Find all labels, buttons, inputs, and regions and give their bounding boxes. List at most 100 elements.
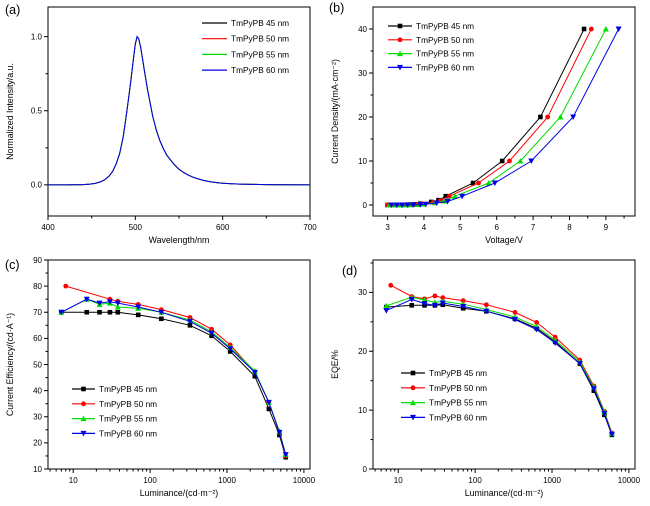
y-tick-label: 30 — [33, 413, 42, 422]
series-marker-4 — [483, 308, 490, 315]
legend-marker — [81, 386, 86, 392]
legend-label: TmPyPB 55 nm — [231, 49, 289, 59]
series-marker-1 — [409, 303, 415, 308]
y-tick-label: 1.0 — [31, 32, 43, 41]
x-tick-label: 10000 — [293, 476, 316, 485]
series-marker-1 — [159, 316, 164, 322]
series-marker-2 — [476, 180, 481, 186]
legend-marker — [410, 399, 416, 406]
series-marker-2 — [388, 282, 394, 288]
series-line-1 — [386, 304, 613, 436]
plot-frame — [372, 6, 636, 217]
y-tick-label: 40 — [358, 25, 367, 34]
legend-label: TmPyPB 45 nm — [231, 18, 289, 28]
series-marker-4 — [388, 202, 395, 208]
series-marker-4 — [58, 309, 65, 316]
series-marker-4 — [533, 326, 540, 333]
y-tick-label: 20 — [358, 347, 367, 356]
series-marker-4 — [383, 308, 390, 314]
y-axis-label: Current Efficiency/(cd·A⁻¹) — [5, 313, 15, 416]
series-marker-3 — [485, 180, 492, 186]
series-marker-4 — [404, 202, 411, 208]
panel-label-d: (d) — [342, 264, 358, 278]
y-tick-label: 10 — [33, 465, 42, 474]
y-axis-label: Current Density/(mA·cm⁻²) — [330, 59, 340, 164]
y-tick-label: 0.0 — [31, 181, 43, 190]
x-tick-label: 3 — [385, 223, 390, 232]
legend-label: TmPyPB 50 nm — [231, 34, 289, 44]
series-marker-1 — [581, 26, 587, 32]
series-marker-4 — [459, 193, 466, 200]
x-tick-label: 8 — [567, 223, 572, 232]
series-marker-4 — [251, 369, 258, 376]
series-marker-4 — [410, 202, 417, 208]
series-marker-4 — [408, 296, 415, 303]
legend-label: TmPyPB 45 nm — [416, 21, 474, 31]
x-tick-label: 100 — [468, 476, 482, 485]
series-marker-1 — [187, 323, 193, 328]
series-marker-3 — [602, 26, 609, 32]
y-tick-label: 30 — [358, 288, 367, 297]
x-tick-label: 10 — [69, 476, 78, 485]
y-tick-label: 20 — [33, 439, 42, 448]
legend-label: TmPyPB 45 nm — [99, 384, 157, 394]
x-tick-label: 10 — [394, 476, 403, 485]
series-marker-2 — [447, 193, 452, 199]
series-marker-4 — [433, 200, 440, 207]
x-tick-label: 1000 — [218, 476, 236, 485]
y-tick-label: 10 — [358, 157, 367, 166]
x-axis-label: Luminance/(cd·m⁻²) — [140, 488, 219, 498]
x-axis-label: Wavelength/nm — [149, 235, 210, 245]
x-tick-label: 7 — [531, 223, 536, 232]
series-marker-1 — [107, 309, 113, 315]
legend-marker — [397, 37, 403, 43]
y-axis-label: Normalized Intensity/a.u. — [5, 63, 15, 160]
series-marker-4 — [96, 300, 103, 307]
series-marker-4 — [421, 301, 428, 307]
series-marker-4 — [491, 180, 498, 186]
y-tick-label: 0 — [363, 465, 368, 474]
panel-d: (d) 10 100 1000 10000 0 10 20 30 Luminance/(cd·m… — [325, 253, 650, 506]
legend-marker — [410, 370, 416, 376]
series-marker-3 — [383, 302, 390, 309]
series-marker-1 — [470, 180, 476, 186]
legend-marker — [81, 401, 86, 407]
chart-c-current-efficiency: 10 100 1000 10000 10 20 30 40 50 60 70 80 90 Luminanc… — [5, 256, 316, 498]
y-tick-label: 50 — [33, 360, 42, 369]
series-marker-4 — [590, 386, 597, 392]
series-marker-4 — [393, 202, 400, 208]
series-marker-4 — [208, 330, 215, 337]
series-marker-2 — [460, 298, 466, 304]
series-marker-4 — [83, 296, 90, 303]
legend-label: TmPyPB 55 nm — [99, 414, 157, 424]
x-tick-label: 4 — [422, 223, 427, 232]
series-line-3 — [61, 298, 287, 455]
x-tick-label: 5 — [458, 223, 463, 232]
series-marker-4 — [608, 431, 615, 438]
y-tick-label: 30 — [358, 69, 367, 78]
series-marker-4 — [186, 318, 193, 325]
legend-label: TmPyPB 60 nm — [429, 412, 487, 422]
legend-label: TmPyPB 45 nm — [429, 368, 487, 378]
series-line-4 — [61, 298, 287, 455]
panel-label-a: (a) — [5, 3, 21, 17]
y-tick-label: 0.5 — [31, 107, 43, 116]
legend-label: TmPyPB 50 nm — [429, 383, 487, 393]
series-marker-1 — [84, 309, 90, 315]
series-marker-4 — [276, 429, 283, 436]
panel-label-c: (c) — [5, 258, 20, 272]
series-marker-2 — [440, 295, 446, 301]
series-marker-1 — [252, 373, 258, 379]
series-marker-4 — [114, 300, 121, 307]
x-tick-label: 700 — [303, 223, 317, 232]
x-axis-label: Voltage/V — [485, 235, 523, 245]
legend-label: TmPyPB 60 nm — [416, 62, 474, 72]
series-marker-4 — [570, 114, 577, 120]
legend-marker — [80, 415, 87, 422]
legend-label: TmPyPB 60 nm — [99, 428, 157, 438]
x-tick-label: 400 — [41, 223, 55, 232]
y-tick-label: 90 — [33, 256, 42, 265]
series-marker-1 — [115, 309, 121, 315]
series-marker-4 — [444, 198, 451, 205]
